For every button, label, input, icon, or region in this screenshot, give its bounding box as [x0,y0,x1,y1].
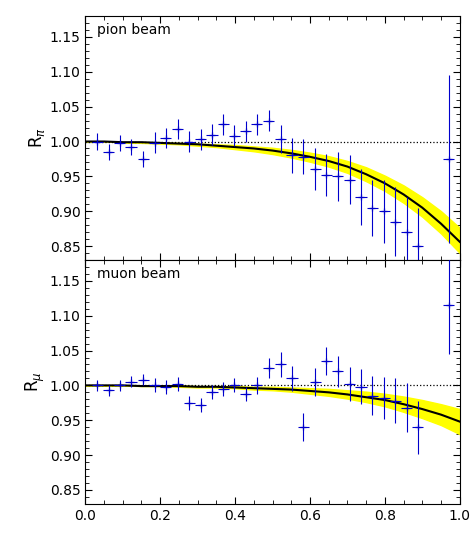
Y-axis label: R$_\pi$: R$_\pi$ [27,128,47,148]
Y-axis label: R$_\mu$: R$_\mu$ [24,371,47,392]
Text: muon beam: muon beam [97,267,180,281]
Text: pion beam: pion beam [97,24,171,38]
